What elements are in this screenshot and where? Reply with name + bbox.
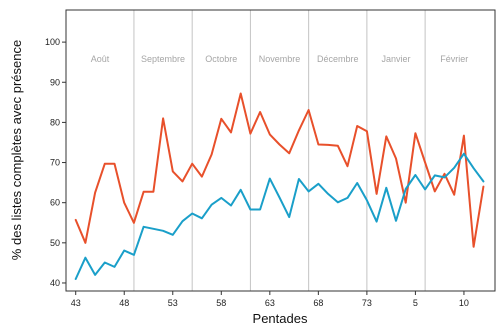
month-label: Novembre bbox=[259, 54, 301, 64]
x-tick-label: 58 bbox=[216, 298, 226, 308]
x-tick-label: 63 bbox=[265, 298, 275, 308]
y-tick-label: 100 bbox=[45, 37, 60, 47]
y-tick-label: 60 bbox=[50, 198, 60, 208]
month-label: Septembre bbox=[141, 54, 185, 64]
x-tick-label: 43 bbox=[71, 298, 81, 308]
x-axis: 43 48 53 58 63 68 73 5 10 bbox=[71, 291, 469, 308]
y-tick-label: 80 bbox=[50, 117, 60, 127]
x-tick-label: 48 bbox=[119, 298, 129, 308]
x-tick-label: 10 bbox=[459, 298, 469, 308]
y-tick-label: 70 bbox=[50, 158, 60, 168]
x-axis-title: Pentades bbox=[253, 311, 308, 326]
plot-frame bbox=[65, 9, 496, 292]
x-tick-label: 5 bbox=[413, 298, 418, 308]
month-labels: Août Septembre Octobre Novembre Décembre Janv… bbox=[91, 54, 469, 64]
y-tick-label: 40 bbox=[50, 278, 60, 288]
series-line-1 bbox=[74, 92, 485, 248]
month-label: Août bbox=[91, 54, 110, 64]
y-axis-title: % des listes complètes avec présence bbox=[9, 40, 24, 260]
series-layer bbox=[74, 92, 485, 280]
month-label: Février bbox=[440, 54, 468, 64]
x-tick-label: 73 bbox=[362, 298, 372, 308]
month-label: Octobre bbox=[205, 54, 237, 64]
month-label: Janvier bbox=[381, 54, 410, 64]
month-separators bbox=[133, 10, 426, 291]
x-tick-label: 53 bbox=[168, 298, 178, 308]
series-line-2 bbox=[74, 152, 485, 280]
y-axis: 40 50 60 70 80 90 100 bbox=[45, 37, 66, 288]
x-tick-label: 68 bbox=[313, 298, 323, 308]
y-tick-label: 90 bbox=[50, 77, 60, 87]
y-tick-label: 50 bbox=[50, 238, 60, 248]
month-label: Décembre bbox=[317, 54, 359, 64]
